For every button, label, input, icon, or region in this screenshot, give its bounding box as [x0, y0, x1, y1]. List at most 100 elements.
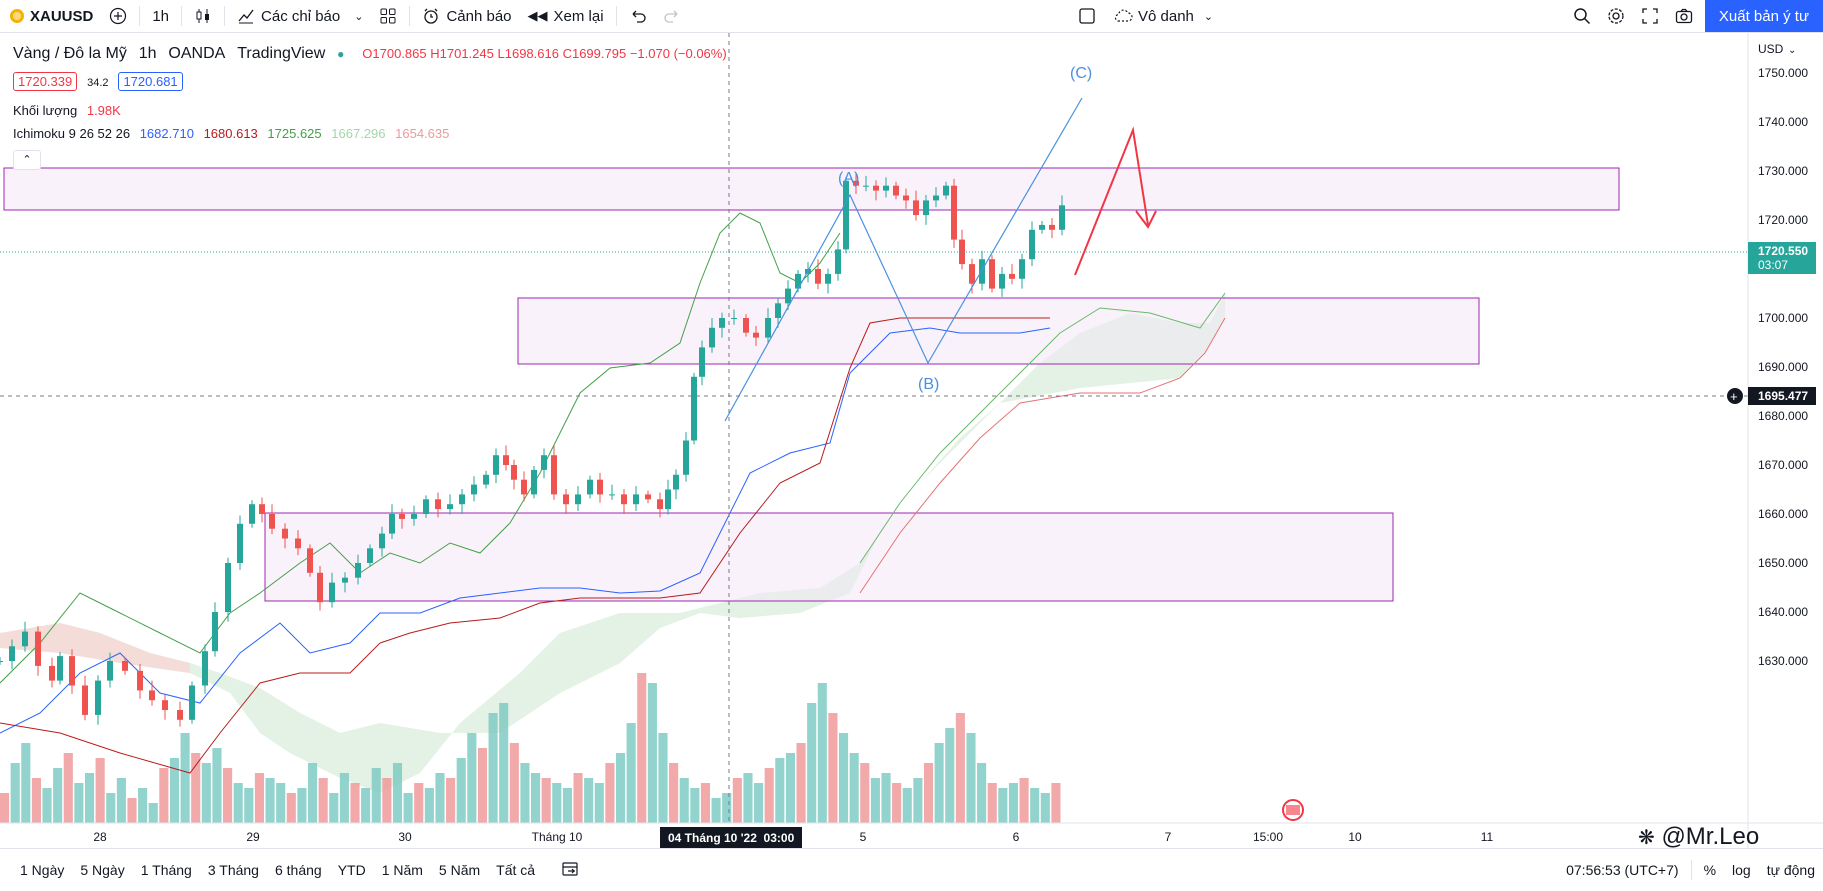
volume-bar — [339, 773, 349, 823]
range-button[interactable]: 6 tháng — [274, 862, 322, 878]
volume-bar — [955, 713, 965, 823]
candle-body — [1019, 259, 1025, 279]
zone-rect-top[interactable] — [3, 167, 1620, 211]
crosshair-time-badge — [660, 827, 802, 848]
log-scale-toggle[interactable]: log — [1732, 862, 1751, 878]
volume-bar — [1040, 793, 1050, 823]
elliott-wave-abc[interactable]: (A) (B) (C) — [724, 65, 1092, 422]
volume-bar — [945, 728, 955, 823]
layout-name-button[interactable]: Vô danh ⌄ — [1104, 0, 1221, 32]
replay-button[interactable]: ◀◀ Xem lại — [520, 0, 612, 32]
bid-price[interactable]: 1720.339 — [13, 72, 78, 91]
goto-date-button[interactable] — [553, 860, 587, 881]
candle-body — [389, 514, 395, 534]
collapse-legend-button[interactable]: ⌃ — [13, 150, 41, 170]
range-button[interactable]: 5 Năm — [438, 862, 481, 878]
candle-body — [511, 465, 517, 480]
range-button[interactable]: 1 Năm — [381, 862, 423, 878]
volume-bar — [191, 753, 201, 823]
range-button[interactable]: 5 Ngày — [80, 862, 125, 878]
candle-body — [342, 577, 348, 583]
candle-body — [1009, 273, 1015, 279]
range-button[interactable]: 3 Tháng — [207, 862, 259, 878]
candle-body — [719, 318, 725, 328]
arrow-head — [1135, 210, 1157, 229]
indicators-button[interactable]: Các chỉ báo ⌄ — [229, 0, 371, 32]
candle-body — [202, 651, 208, 686]
layouts-button[interactable] — [371, 0, 405, 32]
symbol-search-button[interactable]: XAUUSD — [0, 0, 101, 32]
interval-button[interactable]: 1h — [152, 7, 170, 25]
toolbar-divider — [181, 6, 183, 26]
volume-bar — [902, 788, 912, 823]
currency-chevron-icon: ⌄ — [1788, 45, 1796, 56]
candle-body — [57, 656, 63, 681]
projection-arrow[interactable] — [1074, 126, 1157, 276]
clock-timezone[interactable]: 07:56:53 (UTC+7) — [1566, 862, 1679, 878]
candle-body — [122, 661, 128, 671]
symbol-title[interactable]: Vàng / Đô la Mỹ — [13, 45, 127, 62]
volume-bar — [477, 748, 488, 823]
candle-body — [459, 494, 465, 505]
volume-bar — [966, 733, 976, 823]
volume-bar — [148, 803, 158, 823]
redo-icon — [663, 10, 678, 23]
candle-body — [951, 185, 957, 240]
ichimoku-senkou-a — [859, 292, 1226, 564]
ichimoku-label: Ichimoku 9 26 52 26 — [13, 126, 131, 141]
volume-bar — [605, 763, 615, 823]
chart-area[interactable]: (A) (B) (C) 1750.000 1740.000 1730.000 1720… — [0, 33, 1823, 850]
range-button[interactable]: 1 Ngày — [20, 862, 65, 878]
chevron-down-icon: ⌄ — [354, 10, 364, 23]
range-button[interactable]: 1 Tháng — [140, 862, 192, 878]
candle-body — [979, 259, 985, 284]
settings-button[interactable] — [1599, 0, 1633, 32]
chart-type-button[interactable] — [186, 0, 220, 32]
volume-bar — [626, 723, 636, 823]
candle-body — [379, 533, 385, 549]
wave-label-b: (B) — [918, 376, 939, 393]
volume-bar — [467, 733, 477, 823]
currency-label[interactable]: USD — [1758, 42, 1784, 56]
undo-button[interactable] — [621, 0, 655, 32]
search-button[interactable] — [1565, 0, 1599, 32]
zone-rect-bottom[interactable] — [264, 512, 1394, 602]
range-button[interactable]: YTD — [337, 862, 366, 878]
add-alert-plus-icon[interactable] — [1727, 388, 1743, 404]
candle-body — [913, 200, 919, 216]
price-tick-label: 1730.000 — [1758, 164, 1808, 178]
range-button[interactable]: Tất cả — [496, 862, 536, 878]
price-chart[interactable]: (A) (B) (C) 1750.000 1740.000 1730.000 1720… — [0, 33, 1823, 848]
fullscreen-layout-toggle[interactable] — [1070, 0, 1104, 32]
redo-button[interactable] — [655, 0, 689, 32]
candle-body — [597, 479, 603, 495]
alert-button[interactable]: Cảnh báo — [414, 0, 519, 32]
candle-body — [989, 259, 995, 289]
auto-scale-toggle[interactable]: tự động — [1766, 862, 1815, 878]
price-axis[interactable]: 1750.0001740.0001730.0001720.0001710.000… — [1758, 66, 1808, 668]
time-axis[interactable]: 28 29 30 Tháng 10 5 6 7 15:00 10 11 — [93, 830, 1493, 844]
volume-bar — [881, 773, 891, 823]
publish-idea-button[interactable]: Xuất bản ý tư — [1704, 0, 1823, 32]
legend-interval: 1h — [138, 45, 157, 62]
candle-body — [853, 180, 859, 186]
toolbar-divider — [615, 6, 617, 26]
zone-rect-middle[interactable] — [517, 297, 1480, 365]
ask-price[interactable]: 1720.681 — [118, 72, 183, 91]
time-tick-label: Tháng 10 — [532, 830, 583, 844]
volume-bar — [286, 793, 296, 823]
percent-scale-toggle[interactable]: % — [1703, 862, 1717, 878]
candle-body — [35, 631, 41, 666]
volume-bar — [307, 763, 318, 823]
volume-legend[interactable]: Khối lượng 1.98K — [13, 103, 121, 118]
ohlc-close: C1699.795 — [562, 46, 627, 61]
compare-add-button[interactable] — [101, 0, 135, 32]
fullscreen-icon — [1642, 8, 1658, 24]
crosshair-price-value: 1695.477 — [1758, 389, 1808, 403]
candle-body — [483, 474, 489, 485]
snapshot-button[interactable] — [1667, 0, 1701, 32]
ichimoku-legend[interactable]: Ichimoku 9 26 52 26 1682.710 1680.613 17… — [13, 126, 449, 141]
fullscreen-button[interactable] — [1633, 0, 1667, 32]
candle-body — [699, 347, 705, 377]
candle-body — [621, 494, 627, 505]
